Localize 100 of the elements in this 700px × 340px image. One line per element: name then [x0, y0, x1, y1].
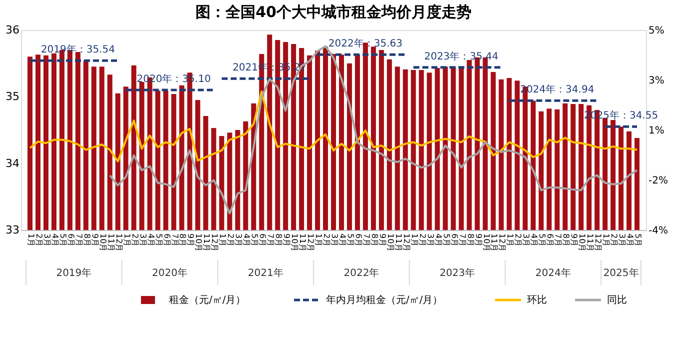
x-tick-label: 12月	[114, 234, 124, 252]
x-tick-label: 10月	[578, 234, 587, 252]
x-tick-label: 12月	[210, 234, 220, 252]
legend-label: 同比	[607, 294, 627, 306]
x-tick-label: 8月	[562, 234, 571, 247]
x-tick-label: 3月	[138, 234, 148, 247]
text: 2020年	[152, 267, 188, 279]
x-tick-label: 6月	[66, 234, 76, 247]
data-label: 2019年：35.54	[40, 44, 115, 56]
x-tick-label: 3月	[330, 234, 339, 247]
data-label: 2023年：35.44	[424, 50, 498, 62]
x-tick-label: 2月	[514, 234, 523, 247]
x-tick-label: 3月	[618, 234, 627, 247]
x-tick-label: 7月	[74, 234, 84, 247]
legend-label: 年内月均租金（元/㎡/月）	[326, 294, 443, 306]
x-tick-label: 8月	[82, 234, 92, 247]
text: 2024年	[535, 267, 571, 279]
x-tick-label: 8月	[178, 234, 188, 247]
x-tick-label: 4月	[530, 234, 539, 247]
x-tick-label: 10月	[290, 234, 300, 252]
x-tick-label: 4月	[242, 234, 252, 247]
x-tick-label: 1月	[26, 234, 36, 247]
x-tick-label: 8月	[466, 234, 475, 247]
x-tick-label: 3月	[234, 234, 244, 247]
x-tick-label: 5月	[154, 234, 164, 247]
x-tick-label: 11月	[202, 234, 212, 252]
x-tick-label: 1月	[506, 234, 515, 247]
x-tick-label: 1月	[122, 234, 132, 247]
x-tick-label: 9月	[570, 234, 579, 247]
x-tick-label: 11月	[298, 234, 308, 252]
x-tick-label: 2月	[34, 234, 44, 247]
x-tick-label: 2月	[226, 234, 236, 247]
text: 2023年	[440, 267, 476, 279]
x-tick-label: 9月	[186, 234, 196, 247]
x-tick-label: 9月	[378, 234, 387, 247]
x-tick-label: 7月	[458, 234, 467, 247]
y2-tick-label: -2%	[648, 176, 668, 186]
x-tick-label: 3月	[522, 234, 531, 247]
x-tick-label: 11月	[490, 234, 499, 252]
x-tick-label: 2月	[610, 234, 619, 247]
x-tick-label: 1月	[218, 234, 228, 247]
x-tick-label: 4月	[50, 234, 60, 247]
x-tick-label: 4月	[338, 234, 347, 247]
y2-tick-label: 3%	[648, 76, 664, 86]
x-tick-label: 6月	[354, 234, 363, 247]
x-tick-label: 6月	[450, 234, 459, 247]
text: 2019年	[56, 267, 92, 279]
x-tick-label: 2月	[418, 234, 427, 247]
x-tick-label: 9月	[282, 234, 292, 247]
x-tick-label: 5月	[442, 234, 451, 247]
x-tick-label: 11月	[106, 234, 116, 252]
x-tick-label: 12月	[402, 234, 411, 252]
x-tick-label: 2月	[322, 234, 332, 247]
x-tick-label: 5月	[250, 234, 260, 247]
text: 2022年	[344, 267, 380, 279]
x-tick-label: 8月	[370, 234, 379, 247]
chart-title: 图：全国40个大中城市租金均价月度走势	[196, 3, 472, 21]
x-tick-label: 6月	[162, 234, 172, 247]
x-tick-label: 10月	[194, 234, 204, 252]
x-tick-label: 5月	[634, 234, 643, 247]
x-tick-label: 10月	[98, 234, 108, 252]
y2-tick-label: -4%	[648, 226, 668, 236]
x-tick-label: 1月	[410, 234, 419, 247]
legend-label: 环比	[527, 294, 547, 306]
x-tick-label: 3月	[426, 234, 435, 247]
x-tick-label: 1月	[314, 234, 324, 247]
x-tick-label: 9月	[90, 234, 100, 247]
x-tick-label: 7月	[362, 234, 371, 247]
text: 2021年	[248, 267, 284, 279]
x-tick-label: 6月	[546, 234, 555, 247]
x-tick-label: 3月	[42, 234, 52, 247]
x-tick-label: 11月	[394, 234, 403, 252]
x-tick-label: 12月	[594, 234, 603, 252]
x-tick-label: 10月	[482, 234, 491, 252]
y2-tick-label: 1%	[648, 126, 664, 136]
x-tick-label: 4月	[146, 234, 156, 247]
y-tick-label: 36	[6, 24, 20, 36]
x-tick-label: 9月	[474, 234, 483, 247]
x-tick-label: 5月	[538, 234, 547, 247]
y-tick-label: 35	[6, 90, 20, 104]
x-tick-label: 12月	[306, 234, 316, 252]
x-tick-label: 11月	[586, 234, 595, 252]
x-tick-label: 6月	[258, 234, 268, 247]
x-tick-label: 10月	[386, 234, 395, 252]
x-tick-label: 4月	[434, 234, 443, 247]
x-tick-label: 4月	[626, 234, 635, 247]
y-tick-label: 33	[6, 224, 20, 236]
text: 2025年	[603, 267, 639, 279]
x-tick-label: 7月	[266, 234, 276, 247]
y-tick-label: 34	[6, 156, 20, 170]
x-tick-label: 7月	[170, 234, 180, 247]
x-tick-label: 2月	[130, 234, 140, 247]
x-tick-label: 12月	[498, 234, 507, 252]
x-tick-label: 8月	[274, 234, 284, 247]
x-tick-label: 7月	[554, 234, 563, 247]
x-tick-label: 5月	[58, 234, 68, 247]
y2-tick-label: 5%	[648, 26, 664, 36]
x-tick-label: 5月	[346, 234, 355, 247]
x-tick-label: 1月	[602, 234, 611, 247]
legend-label: 租金（元/㎡/月）	[169, 294, 246, 306]
